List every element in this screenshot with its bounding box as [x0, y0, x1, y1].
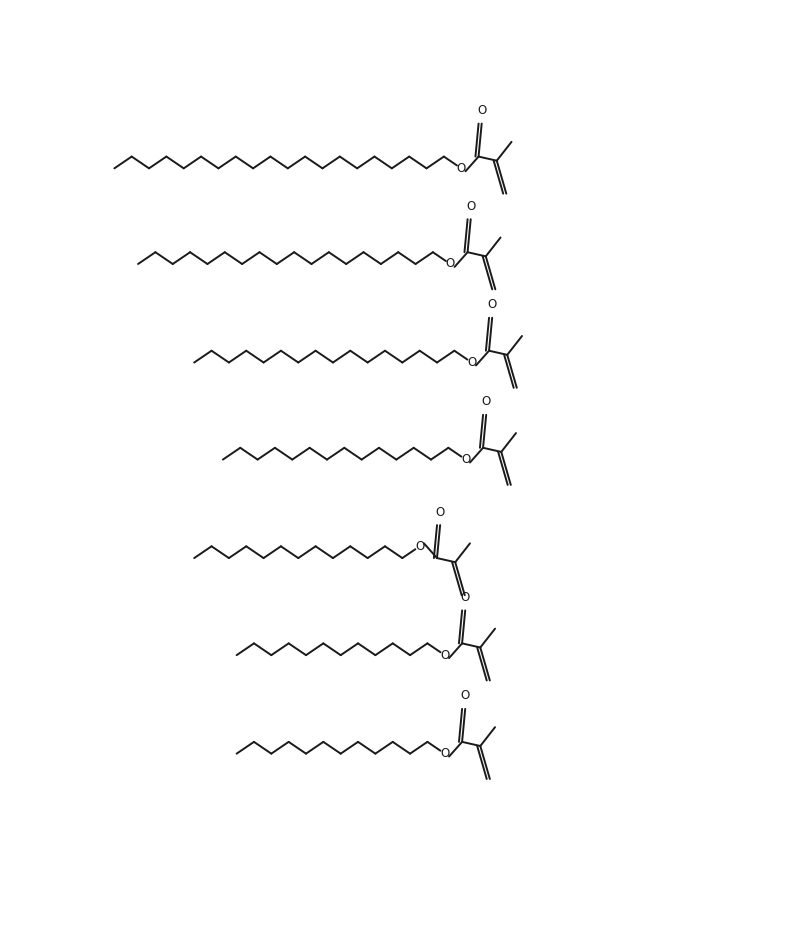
Text: O: O	[467, 356, 477, 369]
Text: O: O	[460, 590, 470, 603]
Text: O: O	[415, 540, 424, 552]
Text: O: O	[477, 104, 486, 117]
Text: O: O	[436, 505, 445, 518]
Text: O: O	[440, 649, 449, 662]
Text: O: O	[481, 395, 491, 409]
Text: O: O	[488, 298, 497, 311]
Text: O: O	[460, 690, 470, 703]
Text: O: O	[456, 162, 466, 175]
Text: O: O	[446, 258, 455, 271]
Text: O: O	[466, 200, 475, 213]
Text: O: O	[440, 747, 449, 760]
Text: O: O	[461, 453, 470, 466]
